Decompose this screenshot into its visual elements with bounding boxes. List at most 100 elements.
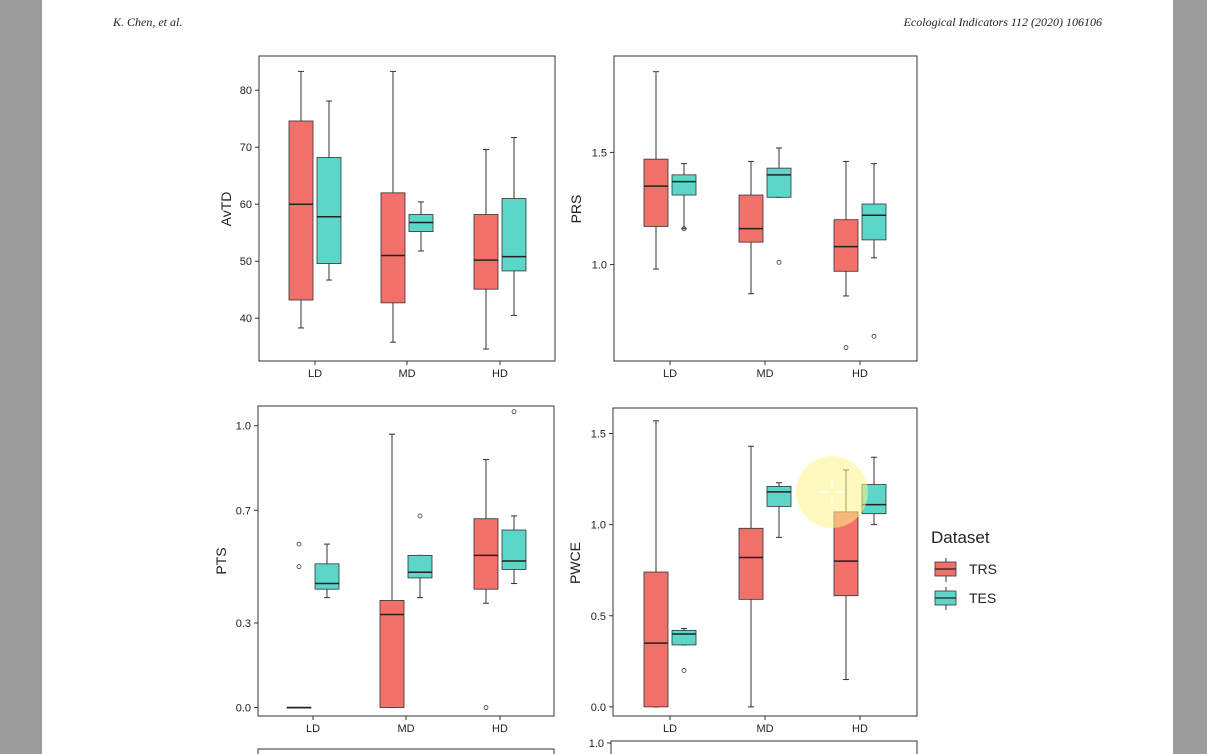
outlier-point <box>296 541 302 547</box>
outlier-point <box>843 345 849 350</box>
pdf-page: K. Chen, et al. Ecological Indicators 11… <box>42 0 1173 754</box>
chart-pwce: 0.0 0.5 1.0 1.5 PWCE LD MD HD <box>567 407 918 735</box>
box-tes-ld <box>671 628 697 673</box>
y-tick-label: 1.0 <box>589 738 604 750</box>
x-tick-label: LD <box>663 368 677 380</box>
legend-label-tes: TES <box>969 590 996 606</box>
plot-frame-bottom-left <box>257 748 555 754</box>
x-tick-label: MD <box>398 368 415 380</box>
box-iqr <box>407 554 433 579</box>
cursor-highlight <box>796 456 868 528</box>
box-iqr <box>738 194 764 243</box>
box-tes-md <box>407 513 433 599</box>
box-trs-hd <box>473 459 499 710</box>
y-tick-label: 0.5 <box>591 611 606 623</box>
box-iqr <box>643 571 669 708</box>
box-tes-ld <box>316 100 342 281</box>
box-tes-hd <box>501 137 527 316</box>
box-trs-md <box>738 445 764 708</box>
x-tick-label: HD <box>852 723 868 735</box>
y-tick-label: 0.0 <box>591 702 606 714</box>
y-axis-label: PRS <box>568 195 584 224</box>
box-trs-md <box>379 433 405 709</box>
box-iqr <box>316 157 342 264</box>
chart-pts: 0.0 0.3 0.7 1.0 PTS LD MD HD <box>213 405 555 735</box>
y-axis-label: AvTD <box>218 192 234 227</box>
box-iqr <box>380 192 406 304</box>
legend-title: Dataset <box>931 528 990 547</box>
box-iqr <box>738 527 764 600</box>
box-iqr <box>766 485 792 507</box>
y-tick-label: 0.0 <box>236 703 251 715</box>
box-trs-md <box>738 160 764 295</box>
x-tick-label: HD <box>852 368 868 380</box>
chart-bottom-right: 1.0 <box>589 738 918 754</box>
box-iqr <box>671 174 697 196</box>
chart-bottom-left <box>257 748 555 754</box>
x-tick-label: MD <box>756 368 773 380</box>
box-trs-hd <box>473 148 499 350</box>
outlier-point <box>483 705 489 710</box>
y-tick-label: 0.3 <box>236 618 251 630</box>
box-tes-ld <box>314 543 340 599</box>
box-iqr <box>671 629 697 646</box>
y-tick-label: 50 <box>240 256 252 268</box>
box-trs-ld <box>643 420 669 708</box>
box-iqr <box>501 198 527 272</box>
x-tick-label: LD <box>663 723 677 735</box>
box-tes-hd <box>501 409 527 585</box>
box-trs-ld <box>286 541 312 709</box>
chart-prs: 1.0 1.5 PRS LD MD HD <box>568 55 918 380</box>
page-header-authors: K. Chen, et al. <box>113 15 183 29</box>
box-tes-md <box>766 482 792 538</box>
outlier-point <box>417 513 423 519</box>
y-tick-label: 1.5 <box>591 429 606 441</box>
box-iqr <box>643 158 669 227</box>
page-header-journal: Ecological Indicators 112 (2020) 106106 <box>903 15 1102 29</box>
box-iqr <box>501 529 527 570</box>
y-tick-label: 70 <box>240 142 252 154</box>
outlier-point <box>681 668 687 673</box>
outlier-point <box>871 333 877 339</box>
y-tick-label: 80 <box>240 85 252 97</box>
crosshair-cursor-icon <box>820 480 844 504</box>
y-tick-label: 1.0 <box>592 260 607 272</box>
outlier-point <box>681 226 687 232</box>
legend-label-trs: TRS <box>969 561 997 577</box>
y-axis-label: PTS <box>213 547 229 574</box>
legend: Dataset TRS TES <box>931 528 997 610</box>
outlier-point <box>776 259 782 265</box>
cursor-halo <box>796 456 868 528</box>
y-tick-label: 0.7 <box>236 505 251 517</box>
box-trs-hd <box>833 160 859 350</box>
y-tick-label: 1.5 <box>592 147 607 159</box>
box-iqr <box>833 219 859 272</box>
box-iqr <box>766 167 792 198</box>
y-tick-label: 1.0 <box>591 520 606 532</box>
y-tick-label: 1.0 <box>236 421 251 433</box>
box-iqr <box>473 518 499 590</box>
box-iqr <box>379 600 405 708</box>
box-tes-hd <box>861 163 887 339</box>
box-tes-ld <box>671 163 697 232</box>
legend-item-tes: TES <box>934 587 996 610</box>
outlier-point <box>511 409 517 415</box>
x-tick-label: HD <box>492 723 508 735</box>
box-tes-md <box>766 147 792 265</box>
box-trs-md <box>380 70 406 343</box>
x-tick-label: MD <box>756 723 773 735</box>
x-tick-label: LD <box>306 723 320 735</box>
x-tick-label: LD <box>308 368 322 380</box>
y-tick-label: 40 <box>240 313 252 325</box>
outlier-point <box>296 564 302 570</box>
box-trs-ld <box>288 70 314 329</box>
box-iqr <box>314 563 340 590</box>
x-tick-label: MD <box>397 723 414 735</box>
plot-frame-bottom-right <box>610 740 918 754</box>
chart-avtd: 40 50 60 70 80 AvTD LD MD HD <box>218 55 556 380</box>
y-tick-label: 60 <box>240 199 252 211</box>
y-axis-label: PWCE <box>567 542 583 584</box>
box-iqr <box>288 120 314 301</box>
box-iqr <box>861 203 887 241</box>
